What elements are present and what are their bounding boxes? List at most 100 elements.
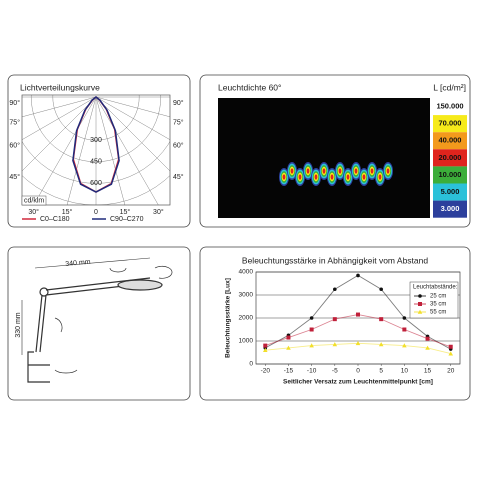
- grid-line: [95, 96, 126, 205]
- angle-tick-label: 15°: [62, 208, 73, 216]
- luminance-blob: [322, 168, 326, 174]
- marker: [402, 316, 407, 320]
- panel: [7, 74, 191, 228]
- marker: [333, 287, 337, 292]
- x-tick-label: 0: [356, 368, 360, 375]
- grid-line: [95, 96, 170, 141]
- marker: [418, 302, 422, 306]
- luminance-blob: [346, 174, 350, 180]
- grid-line: [33, 96, 97, 205]
- marker: [425, 336, 430, 341]
- heatmap-area: [218, 98, 430, 218]
- marker: [286, 335, 291, 340]
- angle-tick-label: 60°: [9, 142, 20, 150]
- x-tick-label: -20: [261, 368, 271, 375]
- angle-tick-label: 90°: [9, 99, 20, 107]
- angle-tick-label: 0: [94, 209, 98, 216]
- scale-swatch: [433, 166, 467, 184]
- marker: [378, 342, 384, 347]
- legend-label: 55 cm: [430, 310, 446, 316]
- marker: [418, 294, 422, 298]
- y-tick-label: 3000: [239, 292, 254, 299]
- grid-line: [95, 96, 159, 205]
- legend-label: 25 cm: [430, 294, 446, 300]
- marker: [379, 317, 384, 322]
- unit-label: L [cd/m²]: [433, 82, 466, 92]
- x-tick-label: 10: [401, 368, 409, 375]
- r-tick-label: 450: [90, 159, 102, 166]
- marker: [356, 273, 360, 278]
- angle-tick-label: 30°: [153, 208, 164, 216]
- legend-title: Leuchtabstände:: [413, 285, 458, 291]
- scale-swatch: [433, 183, 467, 201]
- scale-swatch: [433, 115, 467, 133]
- marker: [262, 347, 268, 352]
- marker: [309, 327, 314, 332]
- angle-tick-label: 75°: [173, 119, 184, 127]
- marker: [263, 343, 268, 348]
- marker: [417, 309, 423, 314]
- r-tick-label: 600: [90, 180, 102, 187]
- scale-label: 10.000: [439, 170, 462, 179]
- legend-label: 35 cm: [430, 302, 446, 308]
- angle-tick-label: 30°: [28, 208, 39, 216]
- r-tick-label: 300: [90, 137, 102, 144]
- x-tick-label: 5: [379, 368, 383, 375]
- scale-label: 40.000: [439, 136, 462, 145]
- x-axis-label: Seitlicher Versatz zum Leuchtenmittelpun…: [283, 379, 433, 386]
- legend-label: C0–C180: [40, 216, 70, 223]
- y-tick-label: 4000: [239, 269, 254, 276]
- grid-line: [22, 96, 97, 118]
- marker: [425, 345, 430, 350]
- luminance-blob: [330, 174, 334, 180]
- grid-line: [95, 96, 170, 172]
- luminance-blob: [362, 174, 366, 180]
- scale-label: 20.000: [439, 153, 462, 162]
- luminance-blob: [290, 168, 294, 174]
- dimension-label: 330 mm: [15, 312, 22, 337]
- unit-box: [21, 195, 47, 206]
- scale-swatch: [433, 149, 467, 167]
- x-tick-label: -10: [307, 368, 317, 375]
- angle-tick-label: 45°: [9, 173, 20, 181]
- chart-title: Beleuchtungsstärke in Abhängigkeit vom A…: [242, 255, 428, 265]
- plot-frame: [21, 94, 171, 206]
- grid-line: [22, 96, 97, 172]
- x-tick-label: 20: [447, 368, 455, 375]
- marker: [332, 342, 338, 347]
- y-tick-label: 1000: [239, 338, 254, 345]
- luminance-blob: [282, 174, 286, 180]
- x-tick-label: -15: [284, 368, 294, 375]
- y-axis-label: Beleuchtungsstärke [Lux]: [225, 278, 232, 358]
- polar-grid: [22, 95, 170, 205]
- scale-label: 150.000: [436, 101, 463, 110]
- luminance-blob: [338, 168, 342, 174]
- chart-title: Lichtverteilungskurve: [20, 82, 100, 92]
- x-tick-label: -5: [332, 368, 338, 375]
- series-line: [72, 96, 120, 193]
- x-tick-label: 15: [424, 368, 432, 375]
- marker: [402, 343, 407, 348]
- luminance-blob: [354, 168, 358, 174]
- grid-line: [95, 96, 170, 118]
- panel: [7, 246, 191, 401]
- y-tick-label: 0: [249, 361, 253, 368]
- marker: [332, 317, 337, 322]
- luminance-blob: [378, 174, 382, 180]
- scale-label: 3.000: [441, 204, 460, 213]
- angle-tick-label: 45°: [173, 173, 184, 181]
- luminance-blob: [370, 168, 374, 174]
- dimension-label: 340 mm: [65, 259, 91, 268]
- marker: [448, 351, 454, 356]
- chart-title: Leuchtdichte 60°: [218, 82, 281, 92]
- angle-tick-label: 75°: [9, 119, 20, 127]
- marker: [286, 345, 291, 350]
- grid-line: [22, 96, 97, 141]
- y-tick-label: 2000: [239, 315, 254, 322]
- angle-tick-label: 90°: [173, 99, 184, 107]
- scale-label: 70.000: [439, 119, 462, 128]
- marker: [356, 312, 360, 317]
- scale-label: 5.000: [441, 187, 460, 196]
- marker: [448, 344, 453, 349]
- marker: [355, 341, 361, 346]
